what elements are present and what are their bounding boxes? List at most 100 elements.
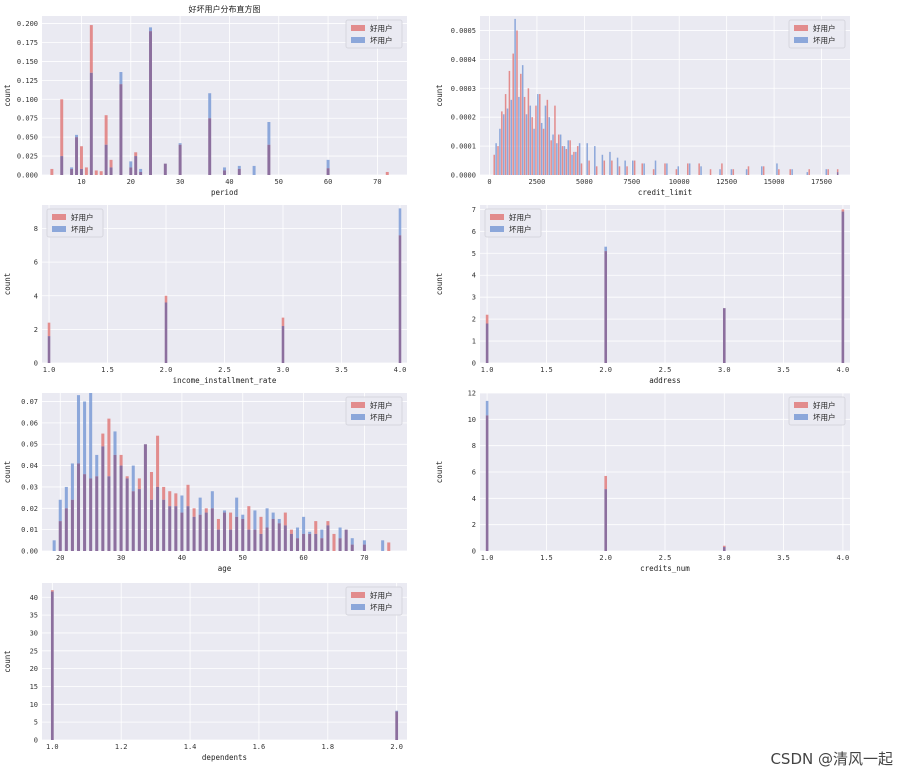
y-tick-label: 2: [472, 521, 476, 529]
x-tick-label: 15000: [764, 178, 785, 186]
y-tick-label: 0.025: [17, 153, 38, 161]
bar-bad: [235, 497, 239, 517]
bar-overlap: [267, 144, 271, 175]
bar-good: [641, 163, 643, 175]
bar-bad: [83, 401, 87, 475]
bar-overlap: [395, 711, 399, 740]
y-tick-label: 5: [34, 719, 38, 727]
x-tick-label: 12500: [716, 178, 737, 186]
bar-overlap: [344, 529, 348, 551]
bar-bad: [64, 486, 68, 509]
bar-bad: [578, 143, 581, 175]
bar-overlap: [210, 508, 214, 551]
chart-credits_num: 0 2 4 6 8 10 12 1.0 1.5 2.0 2.5 3.0 3.5 4.0 credits_nu…: [435, 390, 850, 573]
x-tick-label: 1.2: [115, 743, 128, 751]
x-tick-label: 60: [324, 178, 332, 186]
bar-bad: [529, 105, 532, 175]
bar-good: [149, 472, 154, 500]
bar-overlap: [229, 529, 233, 551]
y-tick-label: 15: [30, 683, 38, 691]
x-tick-label: 1.5: [101, 366, 114, 374]
bar-good: [603, 160, 606, 175]
bar-bad: [76, 395, 81, 464]
bar-bad: [237, 165, 241, 169]
y-tick-label: 0.100: [17, 96, 38, 104]
bar-bad: [567, 140, 569, 175]
bar-overlap: [222, 512, 227, 551]
y-tick-label: 3: [472, 294, 476, 302]
y-axis-label: count: [435, 461, 444, 484]
bar-bad: [624, 160, 626, 175]
x-tick-label: 3.0: [718, 366, 731, 374]
bar-good: [652, 169, 655, 175]
x-tick-label: 1.0: [481, 554, 494, 562]
bar-bad: [338, 527, 342, 539]
bar-overlap: [722, 547, 726, 551]
legend-swatch-bad: [52, 226, 66, 232]
bar-overlap: [79, 168, 83, 175]
bar-overlap: [164, 302, 168, 363]
bar-good: [531, 117, 533, 175]
bar-good: [664, 163, 666, 175]
x-tick-label: 7500: [623, 178, 640, 186]
y-tick-label: 4: [472, 272, 476, 280]
bar-overlap: [180, 512, 184, 551]
bar-overlap: [362, 544, 366, 551]
x-tick-label: 2.0: [599, 554, 612, 562]
bar-good: [576, 146, 579, 175]
bar-good: [332, 533, 336, 551]
bar-overlap: [338, 538, 342, 551]
y-tick-label: 12: [468, 390, 476, 398]
bar-good: [523, 96, 526, 175]
bar-bad: [70, 463, 74, 500]
bar-good: [836, 169, 839, 173]
bar-good: [762, 166, 765, 175]
bar-bad: [654, 160, 657, 175]
bar-overlap: [83, 474, 87, 551]
legend-label-bad: 坏用户: [71, 224, 94, 234]
x-tick-label: 50: [275, 178, 283, 186]
x-tick-label: 2.0: [599, 366, 612, 374]
bar-bad: [601, 154, 604, 175]
bar-overlap: [350, 544, 354, 551]
y-axis-label: count: [435, 84, 444, 107]
bar-good: [119, 454, 123, 466]
bar-overlap: [289, 533, 293, 551]
y-tick-label: 0.02: [21, 505, 38, 513]
bar-overlap: [216, 529, 220, 551]
bar-overlap: [192, 516, 196, 551]
legend-label-good: 好用户: [71, 212, 94, 222]
legend-swatch-good: [351, 25, 365, 31]
bar-good: [611, 160, 613, 175]
y-tick-label: 8: [34, 225, 38, 233]
x-axis-label: address: [649, 376, 681, 385]
bar-good: [580, 163, 583, 175]
bar-good: [314, 521, 318, 534]
bar-bad: [586, 143, 588, 175]
x-tick-label: 70: [360, 554, 368, 562]
bar-good: [569, 140, 571, 175]
bar-overlap: [302, 533, 306, 551]
bar-bad: [75, 134, 79, 138]
bar-bad: [277, 518, 281, 524]
y-tick-label: 0.06: [21, 419, 38, 427]
bar-overlap: [89, 478, 93, 551]
y-tick-label: 0.00: [21, 548, 38, 556]
bar-good: [626, 166, 628, 175]
bar-overlap: [149, 499, 154, 551]
bar-bad: [506, 108, 509, 175]
x-tick-label: 70: [373, 178, 381, 186]
y-tick-label: 40: [30, 594, 38, 602]
bar-good: [827, 169, 829, 175]
x-tick-label: 20: [56, 554, 64, 562]
y-tick-label: 0.03: [21, 483, 38, 491]
bar-overlap: [129, 167, 133, 175]
bar-overlap: [186, 506, 190, 551]
bar-bad: [131, 465, 135, 492]
y-tick-label: 0.0000: [451, 172, 476, 180]
y-axis-label: count: [3, 84, 12, 107]
bar-overlap: [241, 518, 245, 551]
x-tick-label: 1.5: [540, 366, 553, 374]
y-tick-label: 0.0005: [451, 27, 476, 35]
